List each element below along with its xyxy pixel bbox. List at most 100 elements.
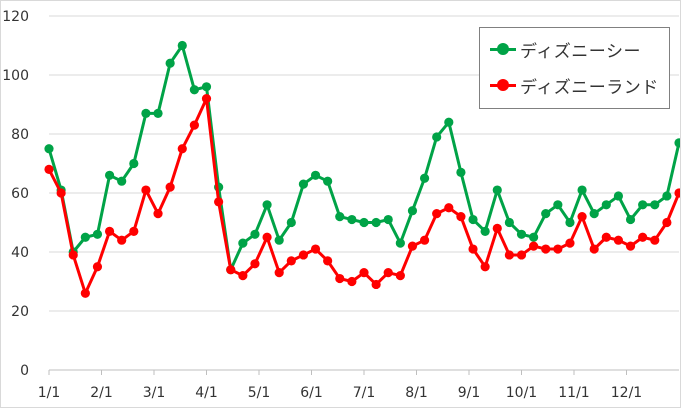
series-sea-point <box>456 167 466 177</box>
series-land-point <box>371 279 381 290</box>
series-sea-point <box>444 117 454 127</box>
series-sea-point <box>310 170 321 180</box>
series-sea-point <box>298 179 309 189</box>
series-sea-point <box>432 132 442 142</box>
series-land-point <box>153 209 163 219</box>
y-tick-label: 40 <box>11 245 29 261</box>
series-sea-point <box>638 200 648 210</box>
x-axis: 1/1 2/1 3/1 4/1 5/1 6/1 7/1 8/1 9/1 10/1 11/1 12/1 <box>38 370 642 401</box>
series-land-point <box>359 268 369 278</box>
series-sea-point <box>625 214 636 225</box>
series-sea-point <box>104 170 115 180</box>
series-sea-point <box>650 200 660 210</box>
series-sea-point <box>129 158 139 169</box>
series-sea-point <box>504 217 514 228</box>
legend-label-sea: ディズニーシー <box>520 41 641 62</box>
series-land-point <box>516 250 527 260</box>
series-land-point <box>104 226 115 236</box>
series-sea-point <box>177 40 187 51</box>
series-land-point <box>80 288 90 298</box>
series-land-point <box>201 94 212 104</box>
x-tick-label: 8/1 <box>405 385 428 401</box>
series-land-point <box>226 265 236 275</box>
series-land-point <box>504 250 514 260</box>
series-sea-point <box>407 206 418 216</box>
series-sea-point <box>44 144 54 154</box>
y-tick-label: 0 <box>20 363 29 379</box>
gridlines <box>49 15 679 371</box>
series-sea-point <box>589 209 599 219</box>
series-sea-point <box>419 173 430 183</box>
series-sea-point <box>262 200 272 210</box>
series-sea-point <box>492 185 502 195</box>
series-land-point <box>625 241 636 251</box>
x-tick-label: 11/1 <box>558 385 589 401</box>
series-land-point <box>214 197 224 207</box>
series-land-point <box>383 268 393 278</box>
series-land-point <box>638 232 648 242</box>
y-tick-label: 60 <box>11 186 29 202</box>
x-tick-label: 7/1 <box>353 385 376 401</box>
series-land-point <box>92 262 103 272</box>
series-sea-point <box>92 229 103 239</box>
series-land-point <box>553 244 563 254</box>
series-sea-point <box>80 232 90 242</box>
series-sea-point <box>238 238 248 248</box>
series-sea-point <box>529 232 539 242</box>
y-tick-label: 20 <box>11 304 29 320</box>
series-sea-point <box>565 217 575 228</box>
series-land-point <box>262 232 272 242</box>
series-sea-point <box>516 229 527 239</box>
series-sea-point <box>153 108 163 118</box>
y-tick-label: 80 <box>11 127 29 143</box>
series-land-point <box>310 244 321 254</box>
series-land-point <box>298 250 309 260</box>
x-tick-label: 5/1 <box>248 385 271 401</box>
x-tick-label: 10/1 <box>506 385 537 401</box>
series-land-point <box>165 182 175 192</box>
series-land-point <box>56 188 66 198</box>
series-sea-point <box>335 212 345 222</box>
legend-marker-land <box>490 79 516 91</box>
series-land-point <box>529 241 539 251</box>
series-sea-point <box>541 209 551 219</box>
series-sea-point <box>189 85 199 95</box>
legend-marker-sea <box>490 43 516 55</box>
series-land-point <box>432 209 442 219</box>
series-land-point <box>577 212 587 222</box>
series-sea-point <box>613 191 624 201</box>
x-tick-label: 6/1 <box>300 385 323 401</box>
series-land-point <box>407 241 418 251</box>
series-land-point <box>177 144 187 154</box>
series-land-point <box>117 235 127 245</box>
series-land-point <box>662 217 672 228</box>
series-sea-point <box>286 217 296 228</box>
series-sea-point <box>662 191 672 201</box>
series-land-point <box>456 212 466 222</box>
series-land-point <box>141 185 151 195</box>
series-land-point <box>650 235 660 245</box>
legend-item-land: ディズニーランド <box>490 73 659 98</box>
series-land-point <box>444 203 454 213</box>
y-axis: 0 20 40 60 80 100 120 <box>2 9 29 379</box>
series-land-point <box>565 238 575 248</box>
series-sea-point <box>480 226 490 236</box>
series-land-point <box>250 259 260 269</box>
series-land-point <box>541 244 551 254</box>
x-tick-label: 3/1 <box>143 385 166 401</box>
series-sea-point <box>141 108 151 118</box>
y-tick-label: 120 <box>2 9 29 25</box>
series-sea-point <box>553 200 563 210</box>
series-land-point <box>601 232 611 242</box>
series-land-point <box>674 188 680 198</box>
series-land-point <box>613 235 624 245</box>
series-sea <box>44 40 680 275</box>
series-sea-point <box>674 138 680 148</box>
series-land-point <box>589 244 599 254</box>
series-land-point <box>44 164 54 174</box>
series-sea-point <box>601 200 611 210</box>
series-sea-point <box>201 82 212 92</box>
y-tick-label: 100 <box>2 68 29 84</box>
